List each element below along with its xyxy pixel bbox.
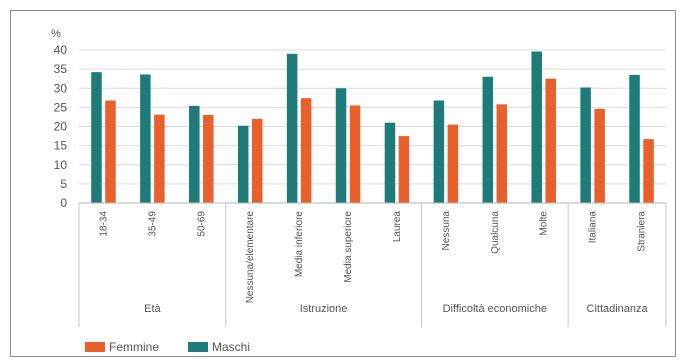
y-unit-label: % [51,28,61,40]
category-labels: 18-34 35-49 50-69 Nessuna/elementare Media i… [98,211,647,304]
y-tick-labels: 0 5 10 15 20 25 30 35 40 [54,43,68,210]
bar-femmine [154,114,165,203]
category-label: Nessuna/elementare [245,211,256,304]
legend-label-femmine: Femmine [109,340,159,354]
bar-femmine [105,100,116,203]
legend-label-maschi: Maschi [212,340,250,354]
category-label: Laurea [392,211,403,243]
category-label: Nessuna [441,211,452,251]
group-label: Difficoltà economiche [443,303,547,315]
bar-femmine [300,98,312,203]
bar-femmine [203,115,214,203]
category-label: 35-49 [147,211,158,237]
y-tick-label: 10 [54,158,68,172]
bar-femmine [398,136,410,203]
category-label: Italiana [588,211,599,244]
group-label: Età [144,303,161,315]
y-tick-label: 30 [54,81,68,95]
bar-femmine [594,108,605,203]
category-label: Media superiore [343,211,354,283]
category-label: Qualcuna [490,211,501,254]
y-tick-label: 20 [54,120,68,134]
bar-femmine [545,78,556,203]
bar-maschi [237,125,249,203]
bar-maschi [531,51,542,203]
category-label: Media inferiore [294,211,305,278]
legend-swatch-maschi [188,342,208,352]
bar-femmine [643,139,654,203]
group-label: Cittadinanza [587,303,649,315]
y-tick-label: 40 [54,43,68,57]
bar-maschi [580,87,591,203]
category-label: 50-69 [196,211,207,237]
bar-maschi [91,72,102,203]
y-tick-label: 35 [54,62,68,76]
category-label: Straniera [637,211,648,252]
bar-maschi [384,122,396,203]
y-tick-label: 5 [60,177,67,191]
group-label: Istruzione [300,303,348,315]
group-labels: Età Istruzione Difficoltà economiche Cittad… [144,303,648,315]
bar-maschi [189,105,200,203]
y-tick-label: 25 [54,100,68,114]
bar-maschi [140,74,151,203]
bar-femmine [447,124,459,203]
bar-femmine [349,105,361,203]
category-label: 18-34 [98,211,109,237]
bar-maschi [629,74,640,203]
bar-maschi [286,53,298,204]
bar-maschi [482,76,494,203]
bar-maschi [335,88,347,203]
bar-chart: % 0 5 10 15 20 25 30 35 40 18-34 35-49 50-69 Nessun… [51,28,667,354]
grid-lines [79,49,666,185]
y-tick-label: 15 [54,139,68,153]
y-tick-label: 0 [60,196,67,210]
bar-femmine [251,118,263,203]
legend: Femmine Maschi [85,340,250,354]
chart-frame: % 0 5 10 15 20 25 30 35 40 18-34 35-49 50-69 Nessun… [10,10,676,357]
axes [78,202,667,327]
bar-maschi [433,100,445,203]
bar-femmine [496,104,508,203]
legend-swatch-femmine [85,342,105,352]
category-label: Molte [539,211,550,236]
bars [91,51,654,204]
